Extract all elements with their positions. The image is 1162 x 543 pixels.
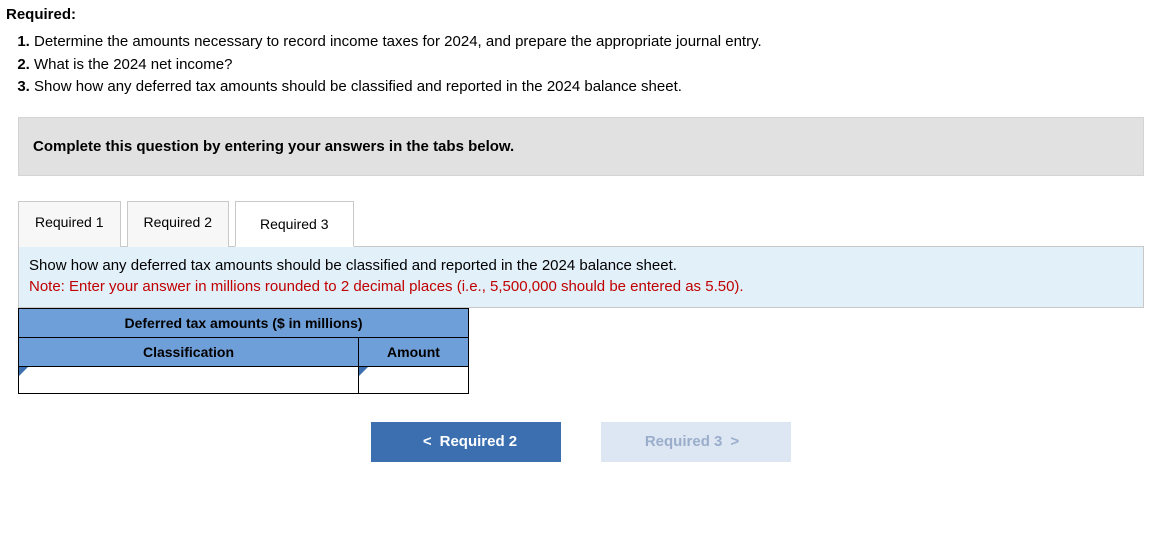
table-title: Deferred tax amounts ($ in millions) <box>19 308 469 337</box>
tabs-container: Required 1 Required 2 Required 3 <box>18 200 1144 247</box>
tab-panel: Show how any deferred tax amounts should… <box>18 247 1144 308</box>
deferred-tax-table-wrap: Deferred tax amounts ($ in millions) Cla… <box>18 308 1144 394</box>
col-header-classification: Classification <box>19 337 359 366</box>
requirement-item: What is the 2024 net income? <box>34 54 1162 77</box>
instruction-bar: Complete this question by entering your … <box>18 117 1144 176</box>
tab-required-2[interactable]: Required 2 <box>127 201 230 247</box>
tab-required-1[interactable]: Required 1 <box>18 201 121 247</box>
panel-note: Note: Enter your answer in millions roun… <box>29 278 744 295</box>
table-row <box>19 366 469 393</box>
classification-input[interactable] <box>19 367 358 393</box>
chevron-right-icon: > <box>730 433 739 450</box>
tab-required-3[interactable]: Required 3 <box>235 201 354 247</box>
deferred-tax-table: Deferred tax amounts ($ in millions) Cla… <box>18 308 469 394</box>
prev-button-label: Required 2 <box>440 433 518 450</box>
chevron-left-icon: < <box>423 433 432 450</box>
dropdown-indicator-icon <box>359 367 368 376</box>
amount-input[interactable] <box>359 367 468 393</box>
requirement-item: Determine the amounts necessary to recor… <box>34 31 1162 54</box>
col-header-amount: Amount <box>359 337 469 366</box>
dropdown-indicator-icon <box>19 367 28 376</box>
requirements-list: Determine the amounts necessary to recor… <box>34 31 1162 99</box>
next-button-label: Required 3 <box>645 433 723 450</box>
requirement-item: Show how any deferred tax amounts should… <box>34 76 1162 99</box>
nav-buttons: < Required 2 Required 3 > <box>18 422 1144 482</box>
panel-prompt: Show how any deferred tax amounts should… <box>29 257 677 274</box>
required-heading: Required: <box>0 0 1162 25</box>
next-button[interactable]: Required 3 > <box>601 422 791 462</box>
prev-button[interactable]: < Required 2 <box>371 422 561 462</box>
